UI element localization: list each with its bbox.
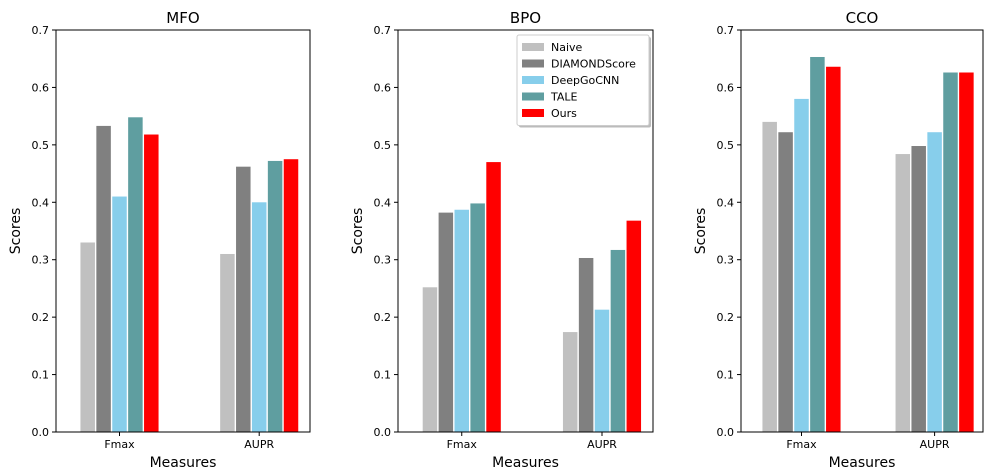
x-tick-label: Fmax (786, 438, 817, 451)
legend-swatch-deepgocnn (522, 76, 544, 84)
y-tick-label: 0.5 (374, 139, 392, 152)
chart-title: MFO (166, 9, 199, 27)
bar-tale-aupr (610, 249, 626, 432)
bar-naive-aupr (220, 253, 235, 432)
bar-diamondscore-aupr (911, 146, 926, 432)
bar-tale-aupr (267, 160, 283, 432)
x-tick-label: AUPR (920, 438, 950, 451)
y-tick-label: 0.0 (374, 426, 392, 439)
y-axis-label: Scores (350, 208, 366, 255)
x-tick-label: Fmax (447, 438, 478, 451)
bar-deepgocnn-fmax (112, 196, 127, 432)
y-tick-label: 0.5 (717, 139, 735, 152)
x-tick-label: AUPR (587, 438, 617, 451)
y-tick-label: 0.1 (32, 369, 50, 382)
bar-deepgocnn-aupr (927, 132, 942, 432)
y-tick-label: 0.0 (717, 426, 735, 439)
chart-title: BPO (510, 9, 541, 27)
bar-diamondscore-fmax (778, 132, 793, 432)
y-tick-label: 0.5 (32, 139, 50, 152)
x-axis-label: Measures (829, 455, 896, 469)
y-tick-label: 0.2 (32, 311, 50, 324)
x-axis-label: Measures (150, 455, 217, 469)
x-tick-label: AUPR (244, 438, 274, 451)
chart-title: CCO (846, 9, 879, 27)
bar-ours-fmax (144, 134, 159, 432)
legend-swatch-naive (522, 43, 544, 51)
y-tick-label: 0.4 (32, 196, 50, 209)
legend-swatch-diamondscore (522, 59, 544, 68)
bar-diamondscore-aupr (236, 166, 251, 432)
y-tick-label: 0.4 (374, 196, 392, 209)
bar-ours-aupr (626, 220, 642, 432)
y-tick-label: 0.6 (717, 81, 735, 94)
x-axis-label: Measures (492, 455, 559, 469)
bar-naive-fmax (762, 121, 777, 432)
legend-swatch-ours (522, 109, 544, 117)
chart-panel-bpo: BPO 0.0 0.1 0.2 0.3 0.4 0.5 0.6 0.7 Fmax AUPR Measu… (350, 9, 654, 469)
legend: Naive DIAMONDScore DeepGoCNN TALE Ours (516, 34, 651, 128)
bar-naive-fmax (422, 287, 438, 432)
y-tick-label: 0.4 (717, 196, 735, 209)
bar-deepgocnn-aupr (594, 309, 610, 432)
plot-frame (740, 29, 984, 433)
y-tick-label: 0.0 (32, 426, 50, 439)
bar-deepgocnn-aupr (251, 202, 267, 432)
y-tick-label: 0.2 (374, 311, 392, 324)
y-tick-label: 0.1 (717, 369, 735, 382)
y-tick-label: 0.6 (374, 81, 392, 94)
bar-ours-fmax (486, 162, 501, 432)
y-tick-label: 0.7 (717, 24, 735, 37)
y-tick-label: 0.2 (717, 311, 735, 324)
chart-panel-cco: CCO 0.0 0.1 0.2 0.3 0.4 0.5 0.6 0.7 Fmax AUPR Measu… (693, 9, 984, 469)
y-tick-label: 0.3 (374, 254, 392, 267)
y-tick-label: 0.7 (32, 24, 50, 37)
y-axis-label: Scores (8, 208, 24, 255)
y-tick-label: 0.3 (717, 254, 735, 267)
bar-diamondscore-aupr (578, 257, 594, 432)
y-axis-label: Scores (693, 208, 709, 255)
legend-label-naive: Naive (551, 41, 583, 54)
y-tick-label: 0.1 (374, 369, 392, 382)
legend-label-ours: Ours (551, 107, 577, 120)
bar-tale-fmax (810, 56, 825, 433)
bar-deepgocnn-fmax (454, 209, 469, 432)
bar-tale-fmax (128, 117, 143, 432)
bar-tale-fmax (470, 203, 485, 432)
bar-ours-aupr (959, 72, 974, 432)
y-tick-label: 0.6 (32, 81, 50, 94)
legend-label-deepgocnn: DeepGoCNN (551, 74, 619, 87)
legend-label-tale: TALE (550, 91, 578, 104)
bar-naive-fmax (80, 242, 95, 432)
legend-swatch-tale (522, 92, 544, 101)
bar-diamondscore-fmax (438, 212, 454, 432)
bar-naive-aupr (895, 154, 911, 433)
bar-deepgocnn-fmax (794, 98, 809, 432)
chart-panel-mfo: MFO 0.0 0.1 0.2 0.3 0.4 0.5 0.6 0.7 Fmax AUPR Measu… (8, 9, 311, 469)
bar-ours-aupr (283, 159, 299, 432)
bar-naive-aupr (562, 332, 578, 432)
y-tick-label: 0.7 (374, 24, 392, 37)
x-tick-label: Fmax (104, 438, 135, 451)
legend-box (516, 34, 650, 126)
bar-ours-fmax (826, 66, 841, 432)
y-tick-label: 0.3 (32, 254, 50, 267)
bar-tale-aupr (943, 72, 958, 432)
bar-diamondscore-fmax (96, 125, 111, 432)
legend-label-diamondscore: DIAMONDScore (551, 58, 636, 71)
plot-frame (397, 29, 654, 433)
plot-frame (55, 29, 311, 433)
